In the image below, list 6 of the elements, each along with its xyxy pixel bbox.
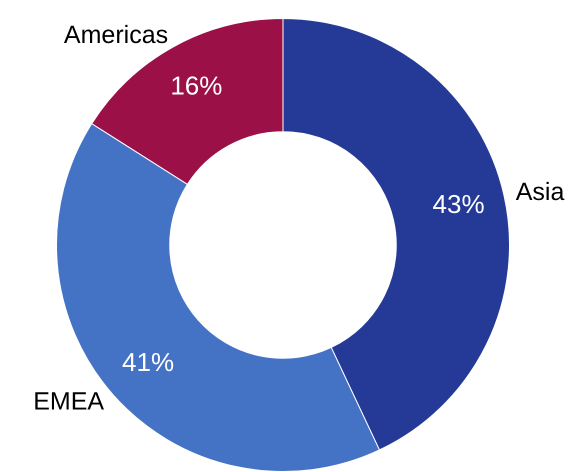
slice-label: Americas xyxy=(64,20,168,49)
data-label: 16% xyxy=(170,70,222,101)
data-label: 43% xyxy=(432,188,485,219)
slice-label: Asia xyxy=(516,178,564,206)
slice-label: EMEA xyxy=(33,388,104,416)
data-label: 41% xyxy=(122,347,174,378)
